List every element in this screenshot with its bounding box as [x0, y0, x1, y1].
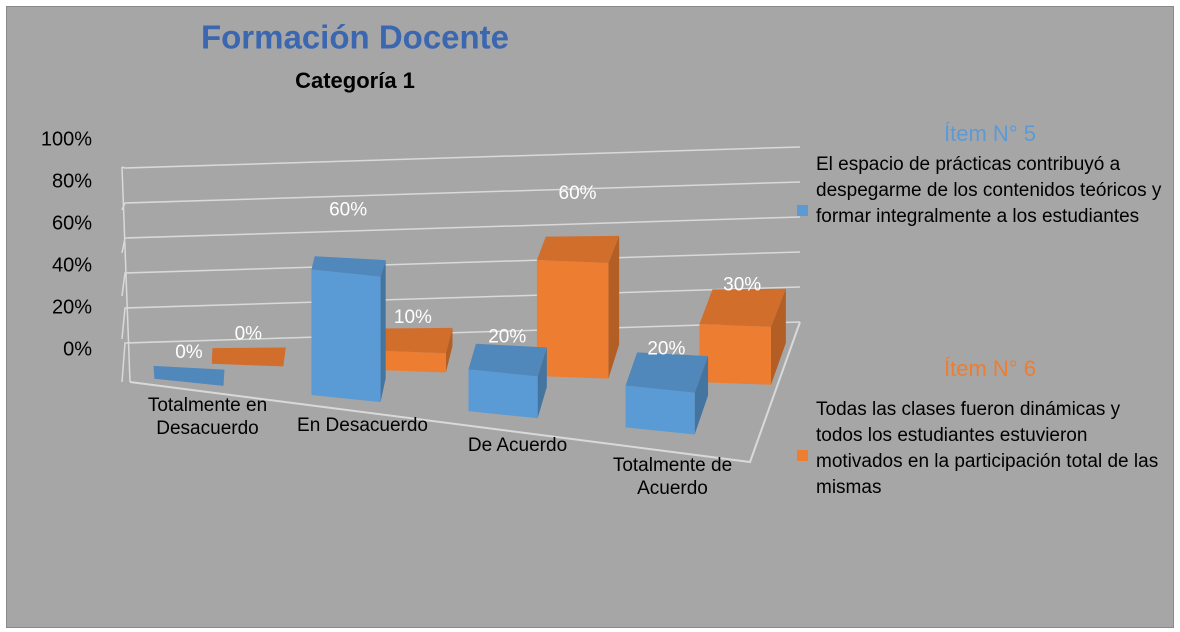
- legend-text: El espacio de prácticas contribuyó a des…: [816, 154, 1162, 227]
- bar: [153, 365, 225, 386]
- data-label: 30%: [723, 274, 761, 295]
- bar-side: [608, 235, 620, 379]
- y-tick-label: 40%: [52, 254, 92, 276]
- bar-front: [374, 350, 446, 373]
- bar-top: [211, 347, 286, 367]
- chart-subtitle: Categoría 1: [295, 68, 415, 93]
- grid-line: [121, 216, 801, 254]
- legend-title: Ítem N° 6: [944, 356, 1036, 381]
- y-tick-label: 80%: [52, 170, 92, 192]
- legend-text: Todas las clases fueron dinámicas y todo…: [816, 399, 1159, 498]
- bar-top: [374, 327, 453, 354]
- bar: [536, 235, 620, 379]
- bar: [625, 352, 709, 435]
- bar-top: [311, 256, 386, 277]
- bar: [468, 343, 547, 419]
- legend-title: Ítem N° 5: [944, 121, 1036, 146]
- grid-line: [121, 146, 801, 169]
- grid-line: [121, 286, 801, 340]
- bar-front: [536, 260, 609, 379]
- data-label: 0%: [235, 323, 263, 344]
- grid-line: [121, 181, 801, 211]
- bar-top: [699, 288, 786, 327]
- data-label: 20%: [488, 326, 526, 347]
- bar-top: [153, 365, 225, 386]
- data-label: 60%: [559, 183, 597, 204]
- bar-front: [468, 369, 538, 419]
- data-label: 10%: [394, 307, 432, 328]
- wall-edge: [121, 166, 131, 383]
- bar-front: [625, 385, 695, 435]
- grid-line: [121, 251, 801, 297]
- bar-top: [536, 235, 620, 263]
- bar-side: [380, 260, 386, 403]
- data-label: 60%: [329, 200, 367, 221]
- bar-top: [625, 352, 709, 393]
- data-label: 20%: [647, 339, 685, 360]
- legend-swatch: [797, 205, 808, 216]
- y-tick-label: 60%: [52, 212, 92, 234]
- x-tick-label: En Desacuerdo: [297, 415, 428, 436]
- y-tick-label: 0%: [63, 338, 92, 360]
- bar-front: [311, 269, 381, 403]
- y-tick-label: 20%: [52, 296, 92, 318]
- bar-front: [699, 324, 771, 385]
- data-label: 0%: [175, 342, 203, 363]
- legend-swatch: [797, 450, 808, 461]
- x-tick-label: De Acuerdo: [467, 435, 568, 456]
- bar: [211, 347, 286, 367]
- bar-side: [537, 347, 547, 419]
- x-tick-label: Totalmente en Desacuerdo: [147, 395, 268, 439]
- floor: [129, 321, 801, 464]
- bar-side: [770, 288, 786, 385]
- bar: [699, 288, 786, 385]
- bar-top: [468, 343, 547, 377]
- y-tick-label: 100%: [41, 128, 92, 150]
- bar-side: [445, 327, 453, 373]
- chart-title: Formación Docente: [201, 19, 509, 56]
- bar: [311, 256, 386, 403]
- bar-side: [694, 356, 709, 435]
- x-tick-label: Totalmente de Acuerdo: [612, 455, 733, 499]
- bar: [374, 327, 453, 373]
